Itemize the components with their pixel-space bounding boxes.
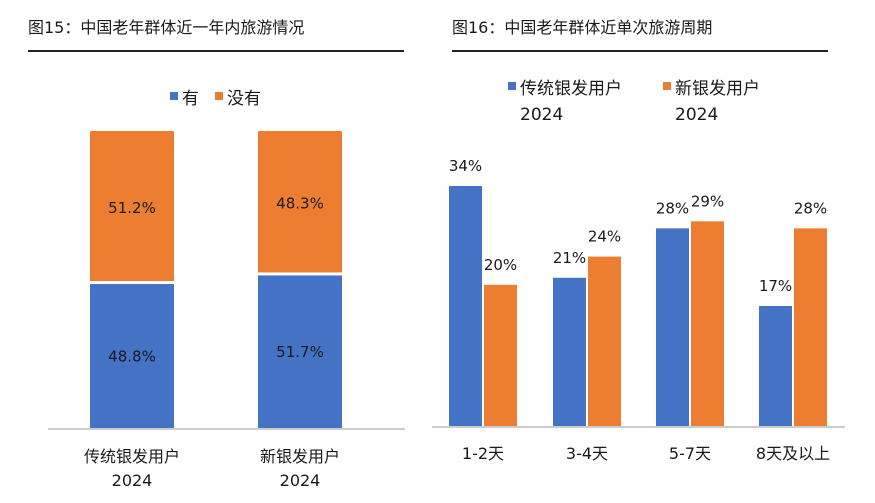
bar-value-label: 28% [656, 199, 689, 217]
legend-label: 有 [182, 89, 199, 109]
segment-value-label: 48.3% [276, 195, 324, 213]
right-category-label: 1-2天 [462, 444, 504, 463]
bar-value-label: 28% [794, 199, 827, 217]
bar-value-label: 21% [553, 249, 586, 267]
legend-label: 没有 [227, 89, 261, 109]
bar [691, 221, 724, 426]
segment-value-label: 51.2% [108, 199, 156, 217]
stacked-bar-segment [258, 275, 342, 428]
stacked-bar-segment [90, 284, 174, 428]
right-chart-title: 图16：中国老年群体近单次旅游周期 [452, 18, 713, 37]
stacked-bar-segment [90, 131, 174, 282]
left-chart-title: 图15：中国老年群体近一年内旅游情况 [28, 18, 305, 37]
right-category-label: 8天及以上 [756, 444, 830, 463]
segment-value-label: 48.8% [108, 348, 156, 366]
bar [484, 284, 517, 426]
bar [794, 228, 827, 426]
bar-value-label: 17% [759, 277, 792, 295]
bar [553, 277, 586, 426]
legend-swatch [663, 82, 671, 90]
bar-value-label: 29% [691, 192, 724, 210]
left-title-rule [28, 50, 404, 52]
right-category-label: 3-4天 [566, 444, 608, 463]
bar-value-label: 24% [588, 228, 621, 246]
bar [656, 228, 689, 426]
left-category-label: 传统银发用户 2024 [84, 447, 180, 490]
legend-label: 新银发用户 2024 [675, 79, 760, 125]
bar-value-label: 20% [484, 256, 517, 274]
legend-swatch [215, 92, 223, 100]
left-category-label: 新银发用户 2024 [260, 447, 340, 490]
legend-swatch [508, 82, 516, 90]
stacked-bar-segment [258, 131, 342, 273]
right-category-label: 5-7天 [669, 444, 711, 463]
legend-swatch [170, 92, 178, 100]
bar-value-label: 34% [449, 157, 482, 175]
legend-label: 传统银发用户 2024 [520, 79, 622, 125]
bar [588, 256, 621, 426]
segment-value-label: 51.7% [276, 343, 324, 361]
right-title-rule [452, 50, 828, 52]
bar [759, 306, 792, 426]
bar [449, 186, 482, 426]
